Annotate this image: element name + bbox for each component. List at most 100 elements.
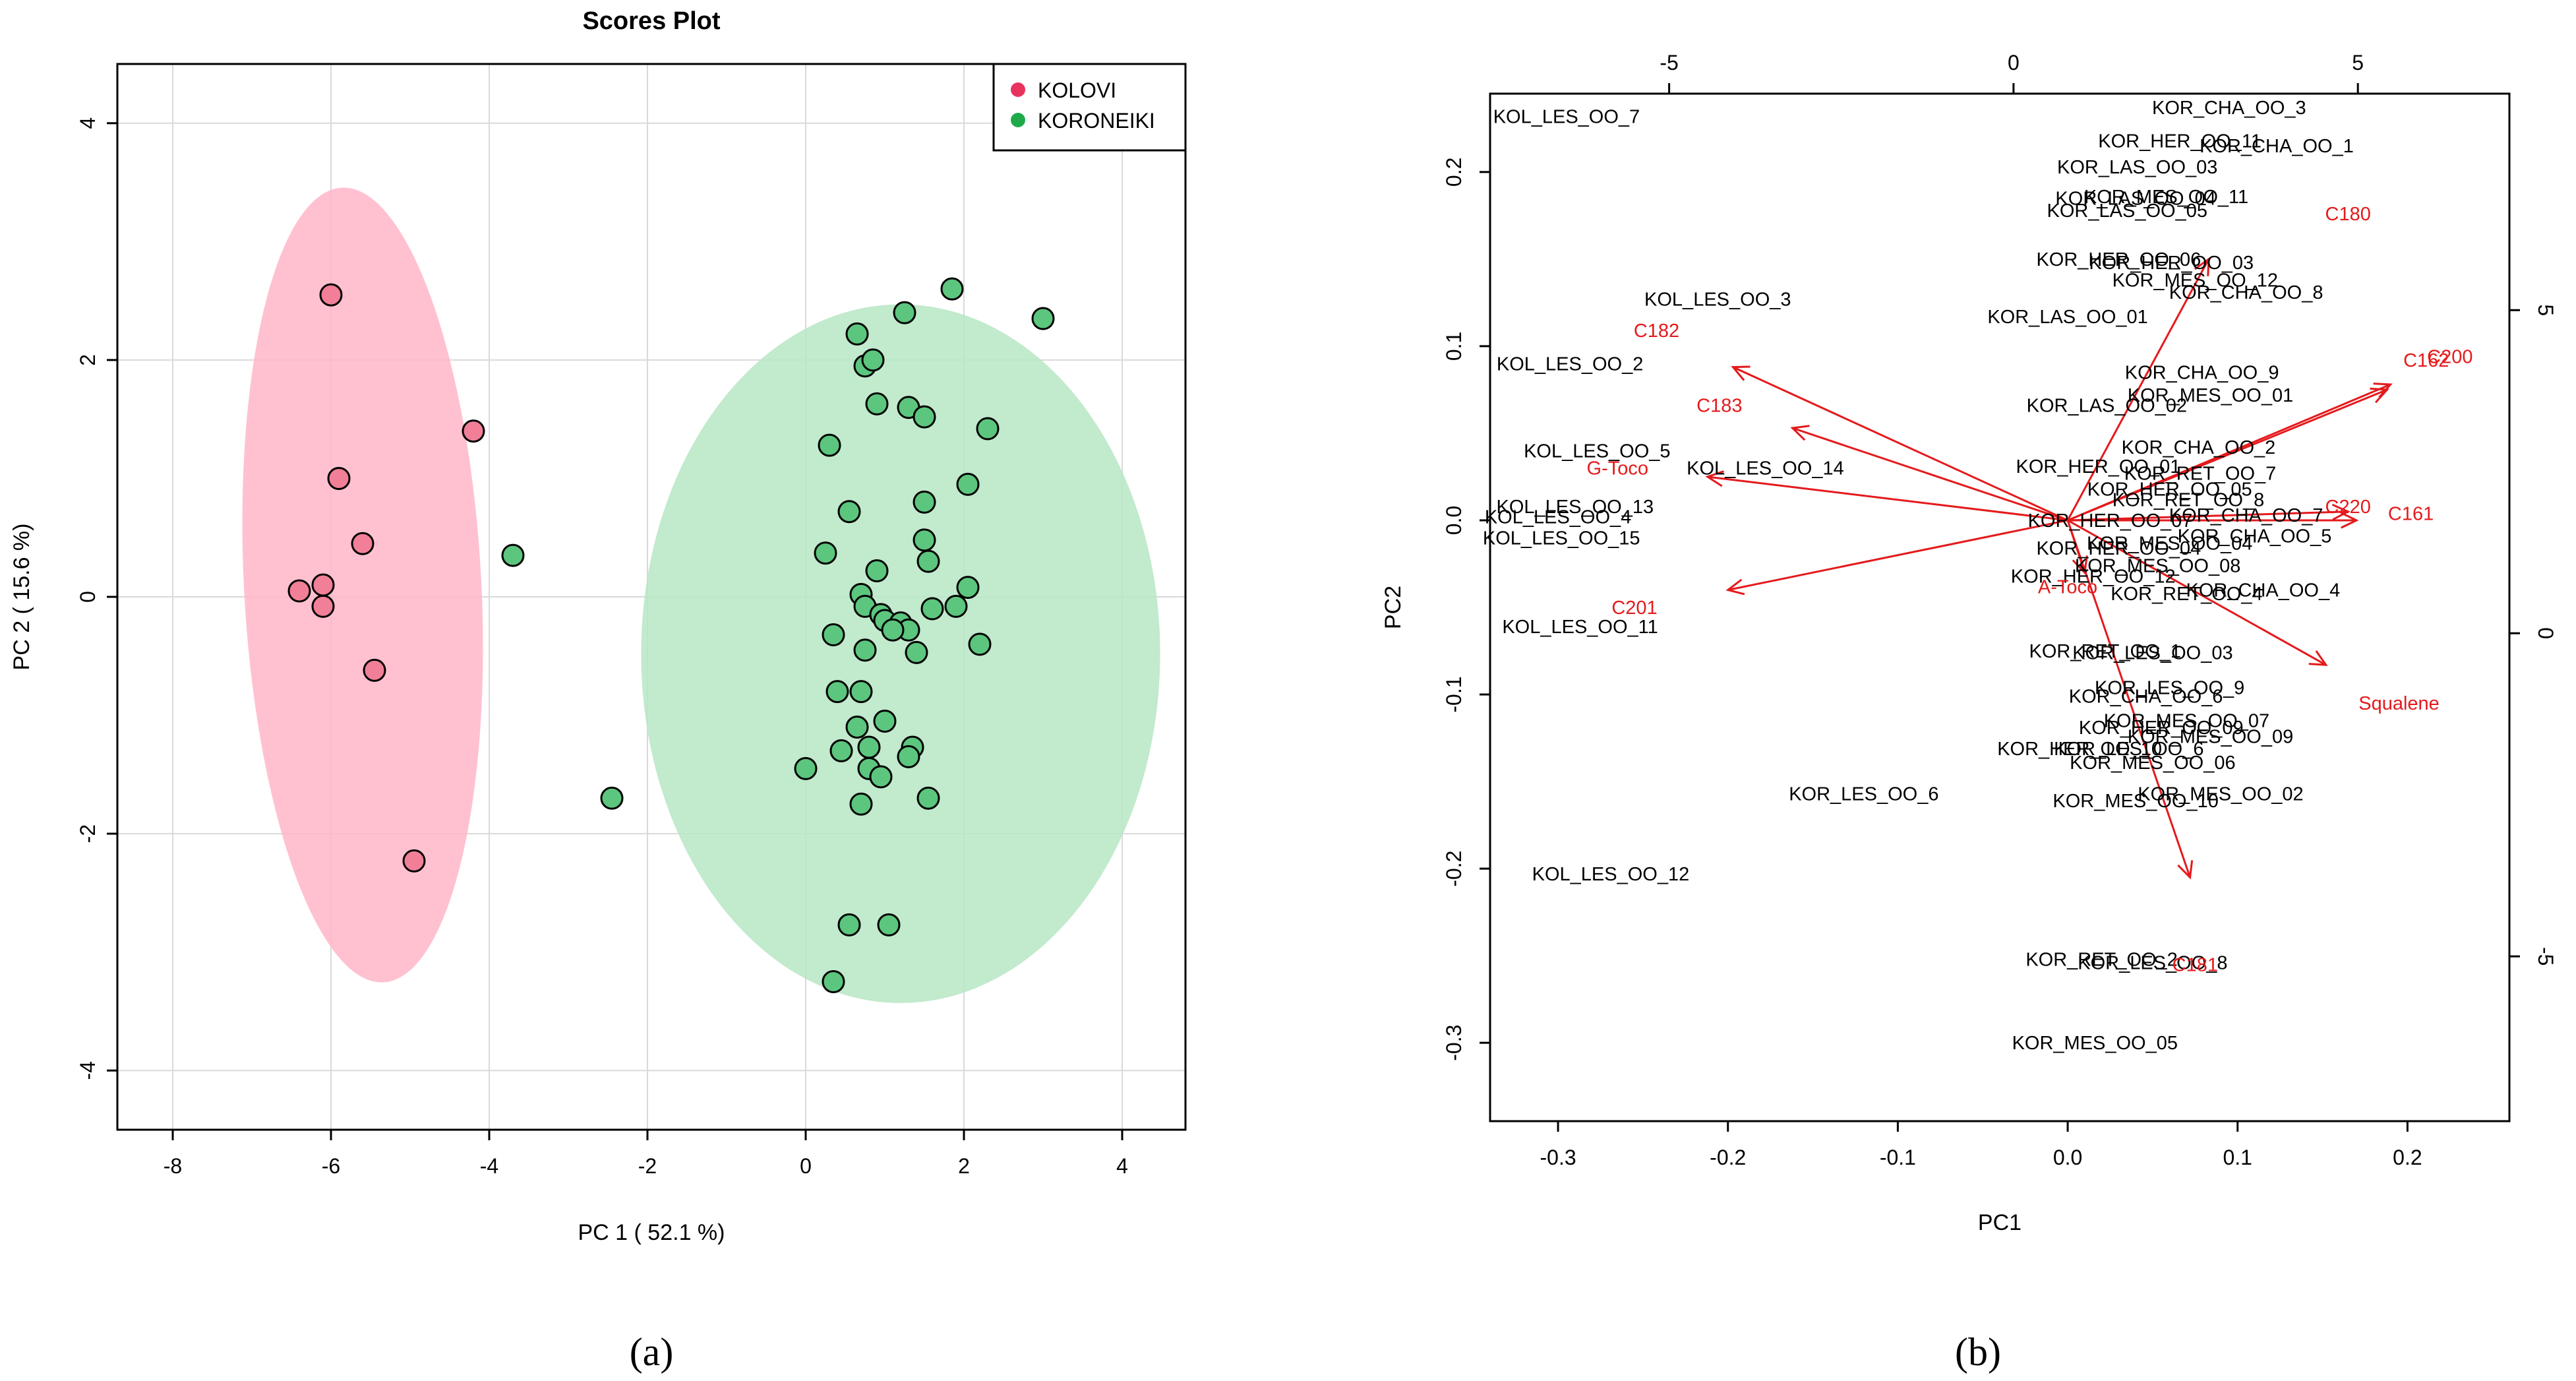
confidence-ellipses bbox=[242, 187, 1160, 1003]
score-point-koroneiki bbox=[794, 756, 818, 780]
right-tick-label: 5 bbox=[2534, 304, 2558, 316]
x-axis-ticks: -8 -6 -4 -2 0 2 4 bbox=[164, 1130, 1128, 1178]
legend-entry-koroneiki: KORONEIKI bbox=[1038, 109, 1155, 133]
loading-label: C182 bbox=[1634, 321, 1679, 342]
loading-arrow bbox=[1727, 519, 2068, 592]
score-point-koroneiki bbox=[897, 745, 920, 768]
x-tick-label: 2 bbox=[958, 1154, 970, 1178]
score-point-koroneiki bbox=[865, 392, 889, 415]
loading-label: C200 bbox=[2427, 347, 2472, 368]
right-tick-label: -5 bbox=[2534, 947, 2558, 966]
x-axis-ticks: -0.3 -0.2 -0.1 0.0 0.1 0.2 bbox=[1540, 1121, 2422, 1169]
score-point-koroneiki bbox=[893, 301, 916, 324]
y-tick-label: -0.2 bbox=[1442, 851, 1466, 887]
x-tick-label: -0.1 bbox=[1880, 1146, 1916, 1169]
legend-marker-kolovi bbox=[1011, 82, 1025, 97]
sample-label: KOR_MES_OO_08 bbox=[2075, 556, 2240, 577]
score-point-kolovi bbox=[311, 573, 335, 597]
loading-label: C220 bbox=[2325, 497, 2371, 518]
sample-label: KOR_LAS_OO_02 bbox=[2027, 396, 2187, 417]
loading-arrow bbox=[2066, 520, 2192, 878]
sample-label: KOL_LES_OO_7 bbox=[1493, 106, 1640, 127]
sample-label: KOR_MES_OO_07 bbox=[2104, 711, 2269, 732]
score-point-koroneiki bbox=[849, 680, 873, 704]
sample-label: KOR_CHA_OO_2 bbox=[2122, 437, 2276, 458]
sample-label: KOR_RET_OO_2 bbox=[2025, 949, 2177, 970]
x-tick-label: 0.1 bbox=[2223, 1146, 2252, 1169]
score-point-koroneiki bbox=[956, 472, 980, 496]
score-point-koroneiki bbox=[905, 640, 928, 664]
score-point-koroneiki bbox=[881, 618, 905, 642]
biplot-frame bbox=[1489, 92, 2511, 1122]
right-axis-ticks: -5 0 5 bbox=[2509, 304, 2558, 966]
score-point-koroneiki bbox=[818, 433, 841, 457]
sample-label: KOR_HER_OO_01 bbox=[2016, 456, 2181, 477]
score-point-kolovi bbox=[311, 594, 335, 618]
x-axis-label: PC1 bbox=[1978, 1210, 2022, 1235]
x-tick-label: -8 bbox=[164, 1154, 182, 1178]
loading-label: A-Toco bbox=[2038, 576, 2097, 598]
score-point-koroneiki bbox=[877, 913, 901, 936]
sample-label: KOR_MES_OO_02 bbox=[2138, 784, 2303, 805]
y-tick-label: 0 bbox=[76, 591, 100, 603]
legend-box bbox=[992, 63, 1187, 152]
score-point-koroneiki bbox=[944, 594, 968, 618]
panel-b-caption: (b) bbox=[1955, 1330, 2001, 1374]
score-point-koroneiki bbox=[849, 792, 873, 816]
x-tick-label: -0.2 bbox=[1710, 1146, 1746, 1169]
sample-label: KOL_LES_OO_12 bbox=[1532, 864, 1690, 885]
loading-arrowhead bbox=[1705, 470, 1724, 487]
sample-label: KOR_HER_OO_03 bbox=[2089, 253, 2254, 274]
sample-label: KOR_LAS_OO_05 bbox=[2047, 200, 2207, 222]
loading-arrowhead bbox=[1731, 365, 1751, 381]
sample-labels: KOL_LES_OO_7 KOR_CHA_OO_3KOR_HER_OO_11KOR… bbox=[1483, 98, 2354, 1054]
sample-label: KOR_LES_OO_9 bbox=[2095, 677, 2244, 698]
sample-label: KOR_HER_OO_05 bbox=[2087, 479, 2252, 500]
score-point-koroneiki bbox=[873, 710, 897, 733]
top-axis-ticks: -5 0 5 bbox=[1660, 51, 2364, 94]
loading-arrowhead bbox=[2331, 503, 2351, 521]
score-point-koroneiki bbox=[600, 786, 624, 810]
sample-label: KOL_LES_OO_3 bbox=[1644, 290, 1791, 311]
sample-label: KOR_LES_OO_6 bbox=[2054, 739, 2203, 760]
score-point-koroneiki bbox=[916, 786, 940, 810]
x-tick-label: -4 bbox=[480, 1154, 498, 1178]
score-point-koroneiki bbox=[845, 322, 869, 346]
sample-label: KOR_RET_OO_1 bbox=[2029, 641, 2181, 662]
sample-label: KOL_LES_OO_5 bbox=[1524, 441, 1670, 462]
loading-arrow bbox=[1792, 427, 2068, 522]
top-tick-label: 0 bbox=[2008, 51, 2020, 75]
y-tick-label: 0.0 bbox=[1442, 506, 1466, 535]
sample-label: KOR_RET_OO_4 bbox=[2111, 584, 2262, 605]
loading-label: C183 bbox=[1696, 396, 1742, 417]
score-point-koroneiki bbox=[837, 500, 861, 524]
sample-label: KOR_LES_OO_03 bbox=[2072, 643, 2232, 664]
chart-title: Scores Plot bbox=[582, 7, 720, 35]
score-points bbox=[287, 277, 1055, 994]
score-point-koroneiki bbox=[853, 638, 877, 662]
right-tick-label: 0 bbox=[2534, 627, 2558, 639]
score-point-koroneiki bbox=[968, 632, 992, 656]
score-point-koroneiki bbox=[920, 597, 944, 621]
y-tick-label: 4 bbox=[76, 117, 100, 129]
sample-label: KOR_CHA_OO_7 bbox=[2169, 505, 2323, 526]
sample-label: KOR_HER_OO_09 bbox=[2079, 718, 2244, 739]
y-axis-ticks: -4 -2 0 2 4 bbox=[76, 117, 117, 1080]
sample-label: KOL_LES_OO_15 bbox=[1483, 528, 1640, 549]
sample-label: KOR_MES_OO_01 bbox=[2128, 385, 2293, 406]
score-point-koroneiki bbox=[825, 680, 849, 704]
loading-label: C161 bbox=[2388, 503, 2434, 524]
sample-label: KOR_HER_OO_12 bbox=[2011, 566, 2176, 587]
score-point-koroneiki bbox=[913, 490, 936, 514]
sample-label: KOR_HER_OO_07 bbox=[2028, 510, 2193, 532]
top-tick-label: 5 bbox=[2352, 51, 2364, 75]
score-point-koroneiki bbox=[913, 405, 936, 429]
sample-label: KOR_CHA_OO_5 bbox=[2178, 526, 2332, 547]
sample-label: KOL_LES_OO_2 bbox=[1497, 353, 1643, 375]
sample-label: KOR_CHA_OO_9 bbox=[2125, 363, 2279, 384]
score-point-kolovi bbox=[363, 658, 386, 682]
loading-label: C181 bbox=[2172, 954, 2218, 975]
sample-label: KOR_CHA_OO_4 bbox=[2186, 580, 2341, 601]
y-axis-label: PC2 bbox=[1381, 586, 1406, 629]
